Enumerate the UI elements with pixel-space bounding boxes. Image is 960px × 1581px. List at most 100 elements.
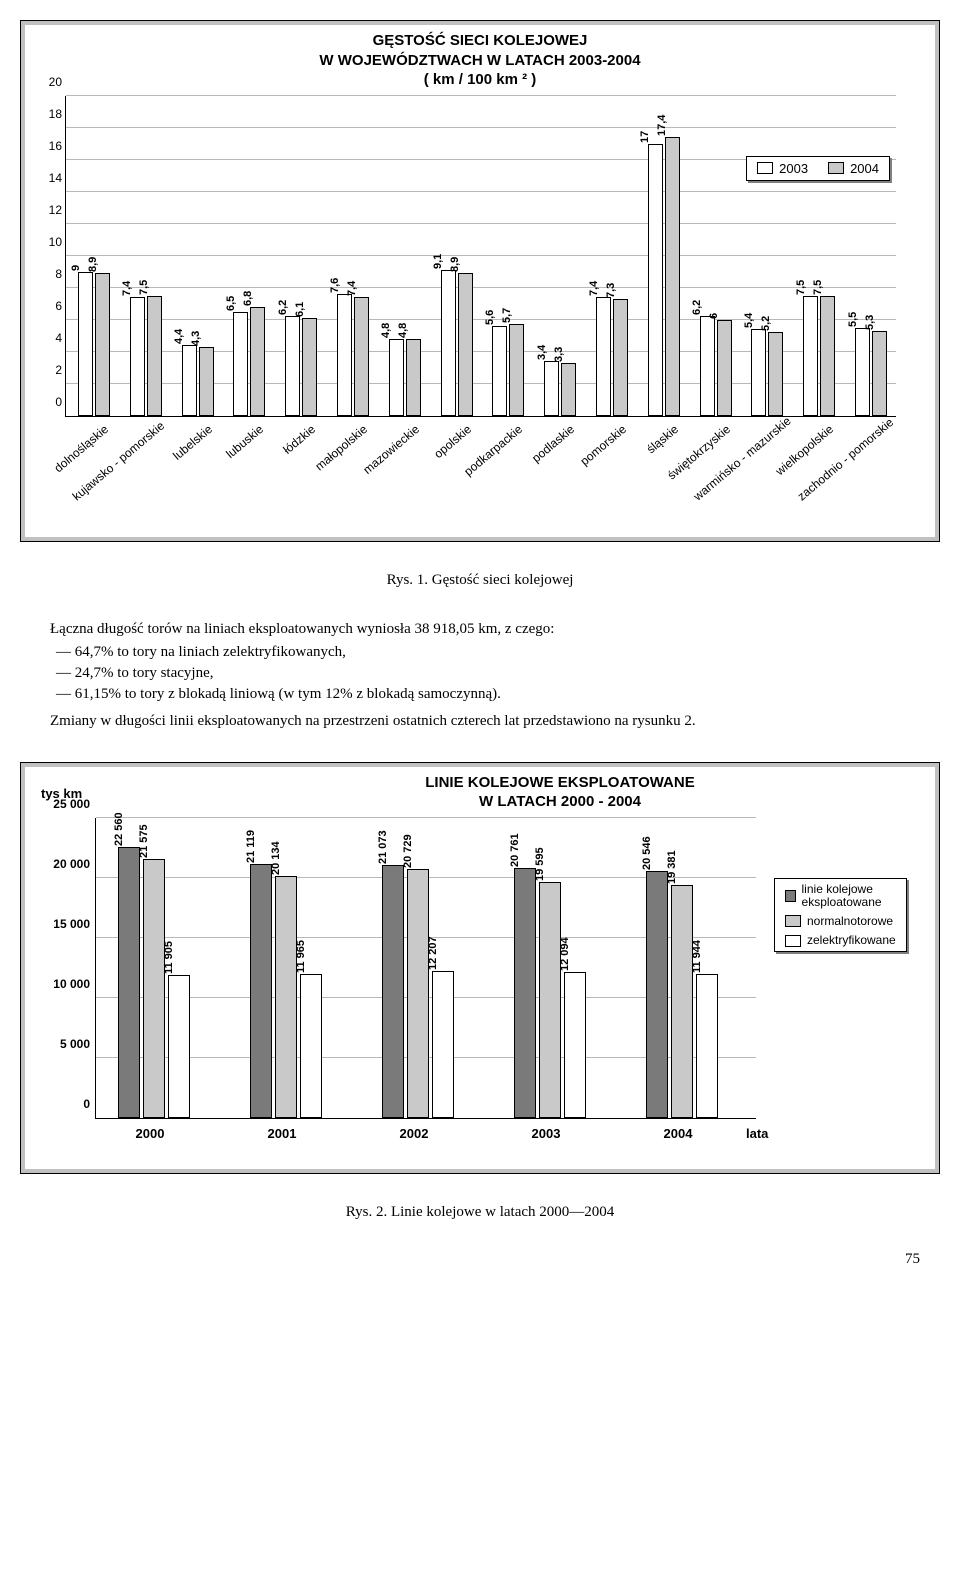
chart2-bar-c: 12 207	[432, 971, 454, 1117]
chart1-frame: GĘSTOŚĆ SIECI KOLEJOWEJ W WOJEWÓDZTWACH …	[20, 20, 940, 542]
chart1-ytick: 12	[36, 203, 62, 217]
chart1-legend-swatch	[828, 162, 844, 174]
chart1-gridline	[66, 223, 896, 224]
chart1-ytick: 8	[36, 267, 62, 281]
chart2-frame: LINIE KOLEJOWE EKSPLOATOWANE W LATACH 20…	[20, 762, 940, 1174]
chart1-bar-label: 7,4	[588, 281, 600, 296]
chart1-bar-label: 8,9	[87, 257, 99, 272]
chart1-bar-2003: 9,1	[441, 270, 456, 416]
chart2-title-line1: LINIE KOLEJOWE EKSPLOATOWANE	[425, 774, 694, 791]
chart2-bar-label: 12 094	[559, 938, 571, 972]
chart1-bar-label: 6,5	[225, 295, 237, 310]
chart1-bar-2003: 6,5	[233, 312, 248, 416]
chart1-gridline	[66, 191, 896, 192]
chart1-gridline	[66, 127, 896, 128]
chart1-bar-label: 7,5	[812, 279, 824, 294]
chart2-title: LINIE KOLEJOWE EKSPLOATOWANE W LATACH 20…	[185, 767, 935, 812]
chart1-bar-2004: 4,8	[406, 339, 421, 416]
chart2-bar-label: 21 073	[377, 830, 389, 864]
chart1-bar-2004: 8,9	[95, 273, 110, 415]
chart1-bar-2003: 7,4	[130, 297, 145, 415]
chart1-bar-label: 5,6	[484, 310, 496, 325]
chart1-bar-2003: 5,5	[855, 328, 870, 416]
chart2-gridline	[96, 817, 756, 818]
chart1-bar-label: 4,8	[397, 322, 409, 337]
body-text: Łączna długość torów na liniach eksploat…	[20, 619, 900, 732]
chart1-bar-2004: 6,8	[250, 307, 265, 416]
chart2-ytick: 25 000	[42, 797, 90, 811]
chart1-bar-label: 4,8	[380, 322, 392, 337]
chart1-bar-label: 4,3	[190, 330, 202, 345]
chart1-bar-2004: 7,3	[613, 299, 628, 416]
chart2-legend-text: linie kolejowe eksploatowane	[802, 883, 896, 909]
chart1-bar-label: 3,3	[553, 346, 565, 361]
chart2-bar-a: 21 073	[382, 865, 404, 1118]
chart2-bar-a: 20 546	[646, 871, 668, 1118]
chart1-bar-label: 6	[708, 312, 720, 318]
chart2-bar-b: 21 575	[143, 859, 165, 1118]
chart1-bar-2004: 6,1	[302, 318, 317, 416]
chart1-gridline	[66, 287, 896, 288]
chart1-bar-2003: 6,2	[700, 316, 715, 415]
chart1-ytick: 6	[36, 299, 62, 313]
chart1-title-line1: GĘSTOŚĆ SIECI KOLEJOWEJ	[373, 32, 588, 49]
chart2-legend-item: zelektryfikowane	[785, 934, 896, 947]
chart2-legend-item: normalnotorowe	[785, 915, 893, 928]
chart2-bar-a: 21 119	[250, 864, 272, 1117]
chart2-ytick: 0	[42, 1097, 90, 1111]
chart1-bar-label: 5,7	[501, 308, 513, 323]
chart1-bar-label: 3,4	[536, 345, 548, 360]
chart1-bar-label: 7,5	[138, 279, 150, 294]
chart2-category-label: 2002	[374, 1126, 454, 1141]
chart1-bar-label: 4,4	[173, 329, 185, 344]
chart2-bar-b: 19 595	[539, 882, 561, 1117]
chart1-ytick: 16	[36, 139, 62, 153]
chart2-bar-b: 20 729	[407, 869, 429, 1118]
chart2-title-line2: W LATACH 2000 - 2004	[479, 793, 641, 810]
chart2-bar-b: 19 381	[671, 885, 693, 1118]
chart2-bar-c: 11 965	[300, 974, 322, 1118]
chart1-bar-label: 7,5	[795, 279, 807, 294]
chart1-bar-label: 6,2	[277, 300, 289, 315]
chart2-legend-text: normalnotorowe	[807, 915, 893, 928]
chart1-bar-label: 5,4	[743, 313, 755, 328]
chart1-bar-2003: 7,6	[337, 294, 352, 416]
chart1-bar-label: 9,1	[432, 254, 444, 269]
chart2-bar-c: 11 944	[696, 974, 718, 1117]
chart1-bar-2003: 4,8	[389, 339, 404, 416]
chart2-bar-label: 20 546	[641, 836, 653, 870]
chart1-legend-swatch	[757, 162, 773, 174]
chart1-bar-2004: 5,2	[768, 332, 783, 415]
chart1-bar-2004: 7,5	[820, 296, 835, 416]
chart1-bar-label: 7,3	[605, 282, 617, 297]
chart1-gridline	[66, 95, 896, 96]
chart2-legend-item: linie kolejowe eksploatowane	[785, 883, 896, 909]
chart2-area: tys km 05 00010 00015 00020 00025 000lin…	[95, 818, 775, 1119]
chart2-category-label: 2004	[638, 1126, 718, 1141]
chart2-category-label: 2000	[110, 1126, 190, 1141]
chart1-bar-label: 17,4	[656, 115, 668, 136]
figure1-caption: Rys. 1. Gęstość sieci kolejowej	[20, 572, 940, 589]
chart1-bar-2004: 5,3	[872, 331, 887, 416]
chart1-legend-item: 2004	[828, 161, 879, 176]
chart1-bar-label: 5,3	[864, 314, 876, 329]
chart2-bar-label: 19 595	[534, 848, 546, 882]
chart2-bar-label: 11 905	[163, 941, 175, 974]
chart1-bar-label: 6,8	[242, 290, 254, 305]
page-number: 75	[20, 1251, 940, 1268]
chart1-bar-2004: 3,3	[561, 363, 576, 416]
chart2-legend-text: zelektryfikowane	[807, 934, 896, 947]
chart1-ytick: 20	[36, 75, 62, 89]
body-p2: Zmiany w długości linii eksploatowanych …	[20, 711, 900, 732]
chart1-plot: 024681012141618202003200498,9dolnośląski…	[65, 96, 896, 417]
body-li3: 61,15% to tory z blokadą liniową (w tym …	[56, 684, 900, 705]
chart1-area: 024681012141618202003200498,9dolnośląski…	[65, 96, 915, 417]
body-li1: 64,7% to tory na liniach zelektryfikowan…	[56, 642, 900, 663]
chart2-bar-c: 12 094	[564, 972, 586, 1117]
chart1-bar-2004: 8,9	[458, 273, 473, 415]
chart1-ytick: 14	[36, 171, 62, 185]
chart1-bar-2004: 17,4	[665, 137, 680, 415]
chart1-ytick: 2	[36, 363, 62, 377]
chart2-bar-label: 19 381	[666, 850, 678, 884]
chart1-ytick: 18	[36, 107, 62, 121]
